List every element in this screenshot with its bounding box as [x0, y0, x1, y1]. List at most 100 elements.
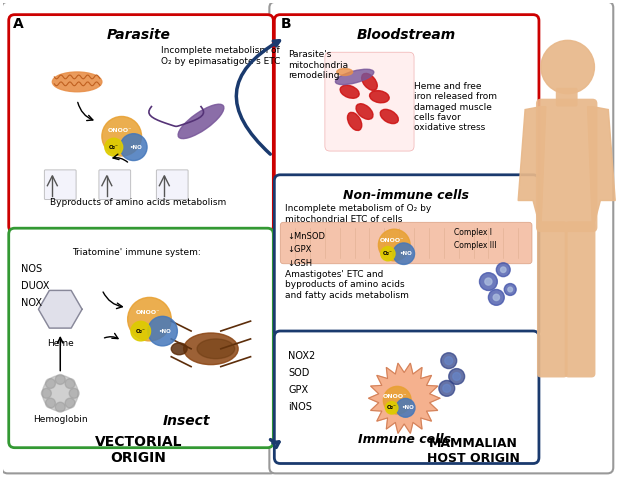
Text: •NO: •NO [129, 145, 142, 149]
Circle shape [128, 297, 171, 341]
Text: Insect: Insect [162, 414, 210, 428]
Circle shape [147, 317, 177, 346]
FancyBboxPatch shape [2, 2, 276, 473]
Text: Triatomine' immune system:: Triatomine' immune system: [72, 248, 201, 257]
Circle shape [441, 353, 457, 368]
Circle shape [480, 272, 498, 291]
FancyBboxPatch shape [9, 228, 273, 448]
FancyBboxPatch shape [556, 88, 578, 107]
FancyBboxPatch shape [537, 221, 568, 377]
Text: O₂⁻: O₂⁻ [387, 405, 397, 410]
Text: Amastigotes' ETC and
byproducts of amino acids
and fatty acids metabolism: Amastigotes' ETC and byproducts of amino… [285, 270, 409, 299]
Ellipse shape [183, 333, 238, 365]
Text: A: A [12, 17, 24, 30]
Text: ONOO⁻: ONOO⁻ [108, 128, 132, 133]
Circle shape [105, 138, 123, 156]
Text: Complex I
Complex III: Complex I Complex III [453, 228, 496, 250]
Circle shape [55, 374, 65, 384]
Circle shape [485, 278, 492, 285]
Text: MAMMALIAN
HOST ORIGIN: MAMMALIAN HOST ORIGIN [427, 438, 520, 465]
Text: ONOO⁻: ONOO⁻ [380, 238, 404, 243]
Circle shape [378, 229, 410, 261]
Circle shape [453, 372, 461, 380]
Circle shape [65, 398, 75, 408]
Circle shape [496, 263, 510, 277]
Text: Parasite: Parasite [106, 28, 170, 43]
FancyBboxPatch shape [274, 331, 539, 464]
FancyBboxPatch shape [536, 98, 597, 232]
Ellipse shape [171, 343, 187, 355]
Text: Byproducts of amino acids metabolism: Byproducts of amino acids metabolism [50, 198, 226, 207]
Ellipse shape [380, 109, 398, 123]
Circle shape [69, 389, 79, 398]
Text: O₂⁻: O₂⁻ [383, 251, 393, 256]
Polygon shape [368, 363, 440, 433]
Circle shape [501, 267, 506, 272]
Circle shape [381, 246, 395, 261]
Circle shape [65, 379, 75, 389]
Text: Non-immune cells: Non-immune cells [343, 189, 469, 202]
Polygon shape [588, 107, 615, 230]
Circle shape [386, 402, 398, 414]
Text: VECTORIAL
ORIGIN: VECTORIAL ORIGIN [95, 435, 182, 466]
Circle shape [445, 357, 453, 365]
Text: ONOO⁻: ONOO⁻ [136, 310, 160, 315]
Text: O₂⁻: O₂⁻ [136, 329, 146, 334]
Text: Incomplete metabolism of
O₂ by epimasatigote's ETC: Incomplete metabolism of O₂ by epimasati… [161, 46, 281, 66]
Polygon shape [518, 107, 546, 230]
Text: •NO: •NO [399, 251, 412, 256]
Ellipse shape [52, 72, 102, 92]
FancyBboxPatch shape [9, 15, 273, 232]
Ellipse shape [197, 339, 234, 359]
Circle shape [504, 284, 516, 295]
Ellipse shape [178, 104, 224, 139]
Circle shape [42, 375, 78, 411]
FancyBboxPatch shape [565, 221, 595, 377]
Ellipse shape [340, 85, 359, 98]
FancyBboxPatch shape [156, 170, 188, 199]
Text: Incomplete metabolism of O₂ by
mitochondrial ETC of cells: Incomplete metabolism of O₂ by mitochond… [285, 204, 432, 224]
Circle shape [42, 389, 52, 398]
Ellipse shape [361, 74, 378, 90]
Text: B: B [281, 17, 291, 30]
Circle shape [55, 402, 65, 412]
Circle shape [45, 379, 55, 389]
Text: Hemoglobin: Hemoglobin [33, 415, 88, 424]
Text: NOS
DUOX
NOX: NOS DUOX NOX [21, 264, 49, 308]
Circle shape [383, 387, 411, 414]
Text: Heme and free
iron released from
damaged muscle
cells favor
oxidative stress: Heme and free iron released from damaged… [414, 82, 497, 132]
Circle shape [448, 368, 465, 384]
Text: ONOO⁻: ONOO⁻ [383, 393, 407, 398]
Ellipse shape [348, 112, 362, 130]
Ellipse shape [337, 69, 353, 75]
Text: NOX2
SOD
GPX
iNOS: NOX2 SOD GPX iNOS [288, 351, 315, 413]
Text: Heme: Heme [47, 339, 73, 348]
Circle shape [102, 117, 142, 156]
Circle shape [393, 243, 414, 265]
Text: Immune cells: Immune cells [358, 433, 451, 446]
Text: •NO: •NO [158, 329, 171, 334]
Circle shape [493, 294, 499, 300]
Circle shape [439, 380, 455, 396]
FancyBboxPatch shape [274, 15, 539, 180]
Text: •NO: •NO [401, 405, 414, 410]
Ellipse shape [356, 104, 373, 120]
Text: Bloodstream: Bloodstream [356, 28, 456, 43]
Circle shape [45, 398, 55, 408]
Polygon shape [39, 291, 82, 328]
Circle shape [541, 40, 595, 94]
Circle shape [396, 398, 415, 417]
Ellipse shape [335, 69, 374, 85]
Circle shape [131, 321, 151, 341]
FancyBboxPatch shape [325, 52, 414, 151]
Circle shape [443, 384, 451, 392]
Ellipse shape [369, 91, 389, 103]
FancyBboxPatch shape [274, 175, 539, 337]
FancyBboxPatch shape [44, 170, 76, 199]
Text: O₂⁻: O₂⁻ [109, 145, 119, 149]
Text: ↓MnSOD
↓GPX
↓GSH: ↓MnSOD ↓GPX ↓GSH [287, 232, 325, 268]
Circle shape [120, 134, 147, 161]
FancyBboxPatch shape [281, 222, 532, 264]
FancyBboxPatch shape [99, 170, 131, 199]
Circle shape [488, 290, 504, 305]
